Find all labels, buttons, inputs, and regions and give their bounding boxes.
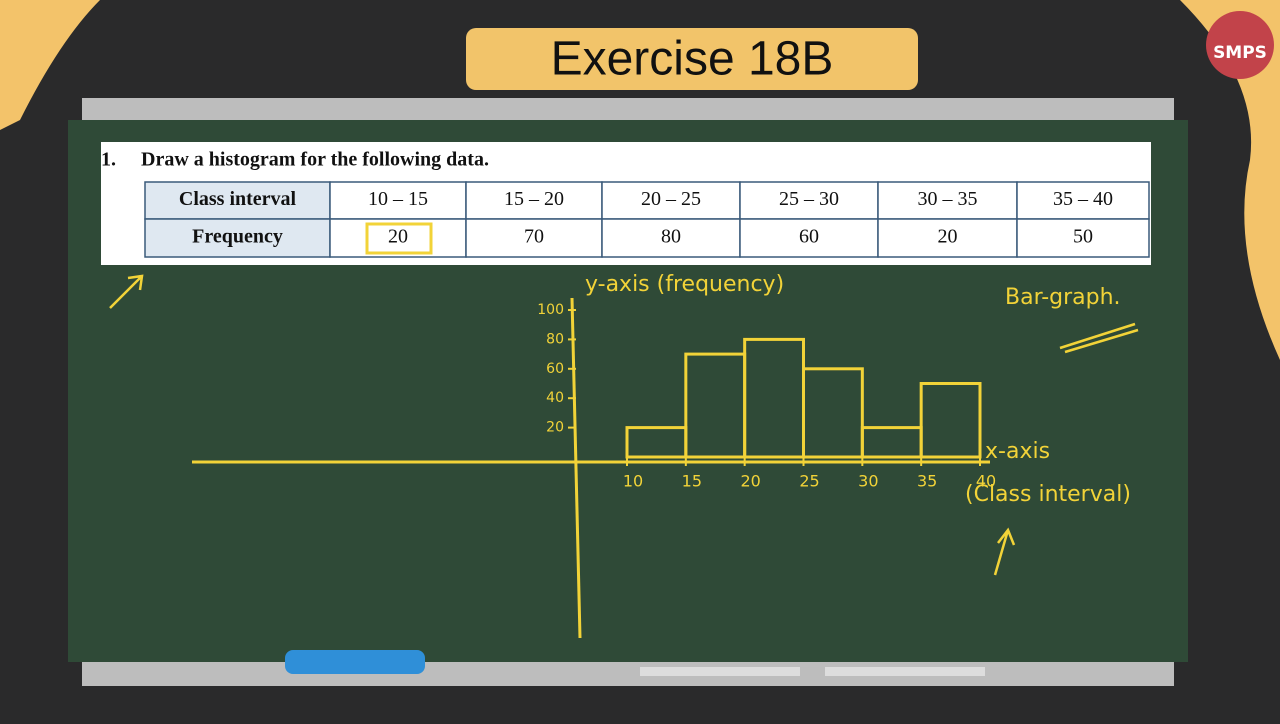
table-cell: [739, 218, 879, 258]
y-axis: [570, 297, 582, 639]
eraser: [285, 650, 425, 674]
table-text: 10 – 15: [368, 188, 428, 210]
arrow: [993, 527, 1016, 576]
bar: [919, 382, 982, 459]
title: Exercise 18B: [551, 33, 834, 86]
table-text: 20 – 25: [641, 188, 701, 210]
table-text: 30 – 35: [918, 188, 978, 210]
table-text: Class interval: [179, 188, 297, 210]
question-number: 1.: [101, 149, 116, 171]
title-pill: [466, 28, 918, 90]
logo-circle: [1206, 11, 1274, 79]
arrow: [109, 274, 144, 309]
decor: [0, 0, 100, 130]
x-axis-sublabel: (Class interval): [965, 482, 1131, 507]
table-text: 35 – 40: [1053, 188, 1113, 210]
table-cell: [601, 218, 741, 258]
x-tick-label: 10: [623, 472, 643, 491]
x-tick-label: 25: [799, 472, 819, 491]
table-text: 50: [1073, 226, 1093, 248]
logo: SMPS: [1213, 43, 1267, 63]
table-cell: [1016, 181, 1150, 220]
marker: [640, 667, 800, 676]
table-cell: [465, 218, 603, 258]
x-axis-label: x-axis: [985, 439, 1050, 464]
table-text: 60: [799, 226, 819, 248]
y-axis-label: y-axis (frequency): [585, 272, 784, 297]
table-cell: [877, 181, 1018, 220]
x-tick-label: 15: [682, 472, 702, 491]
marker: [825, 667, 985, 676]
table-text: 20: [938, 226, 958, 248]
table-text: 20: [388, 226, 408, 248]
note: Bar-graph.: [1005, 285, 1121, 310]
table: Class interval 10 – 15 15 – 20 20 – 25 25 – …: [144, 181, 1150, 258]
table-text: 25 – 30: [779, 188, 839, 210]
y-tick-label: 20: [546, 420, 564, 436]
y-tick-label: 100: [537, 302, 564, 318]
x-tick-label: 20: [740, 472, 760, 491]
histogram: 20 40 60 80 100 10 15 20 25 30 35 40 y-axis (frequen…: [109, 272, 1139, 639]
table-cell: [144, 218, 331, 258]
highlight: [365, 222, 433, 255]
y-tick-label: 40: [546, 390, 564, 406]
table-text: 80: [661, 226, 681, 248]
underline: [1059, 322, 1139, 354]
bar: [802, 367, 864, 459]
table-text: 15 – 20: [504, 188, 564, 210]
y-tick-label: 80: [546, 331, 564, 347]
table-cell: [1016, 218, 1150, 258]
decor: [1180, 0, 1280, 360]
x-tick-label: 40: [976, 472, 996, 491]
table-cell: [877, 218, 1018, 258]
x-tick-label: 35: [917, 472, 937, 491]
table-text: 70: [524, 226, 544, 248]
table-text: Frequency: [192, 226, 283, 248]
question-text: Draw a histogram for the following data.: [141, 149, 489, 171]
x-tick-label: 30: [858, 472, 878, 491]
y-tick-label: 60: [546, 361, 564, 377]
